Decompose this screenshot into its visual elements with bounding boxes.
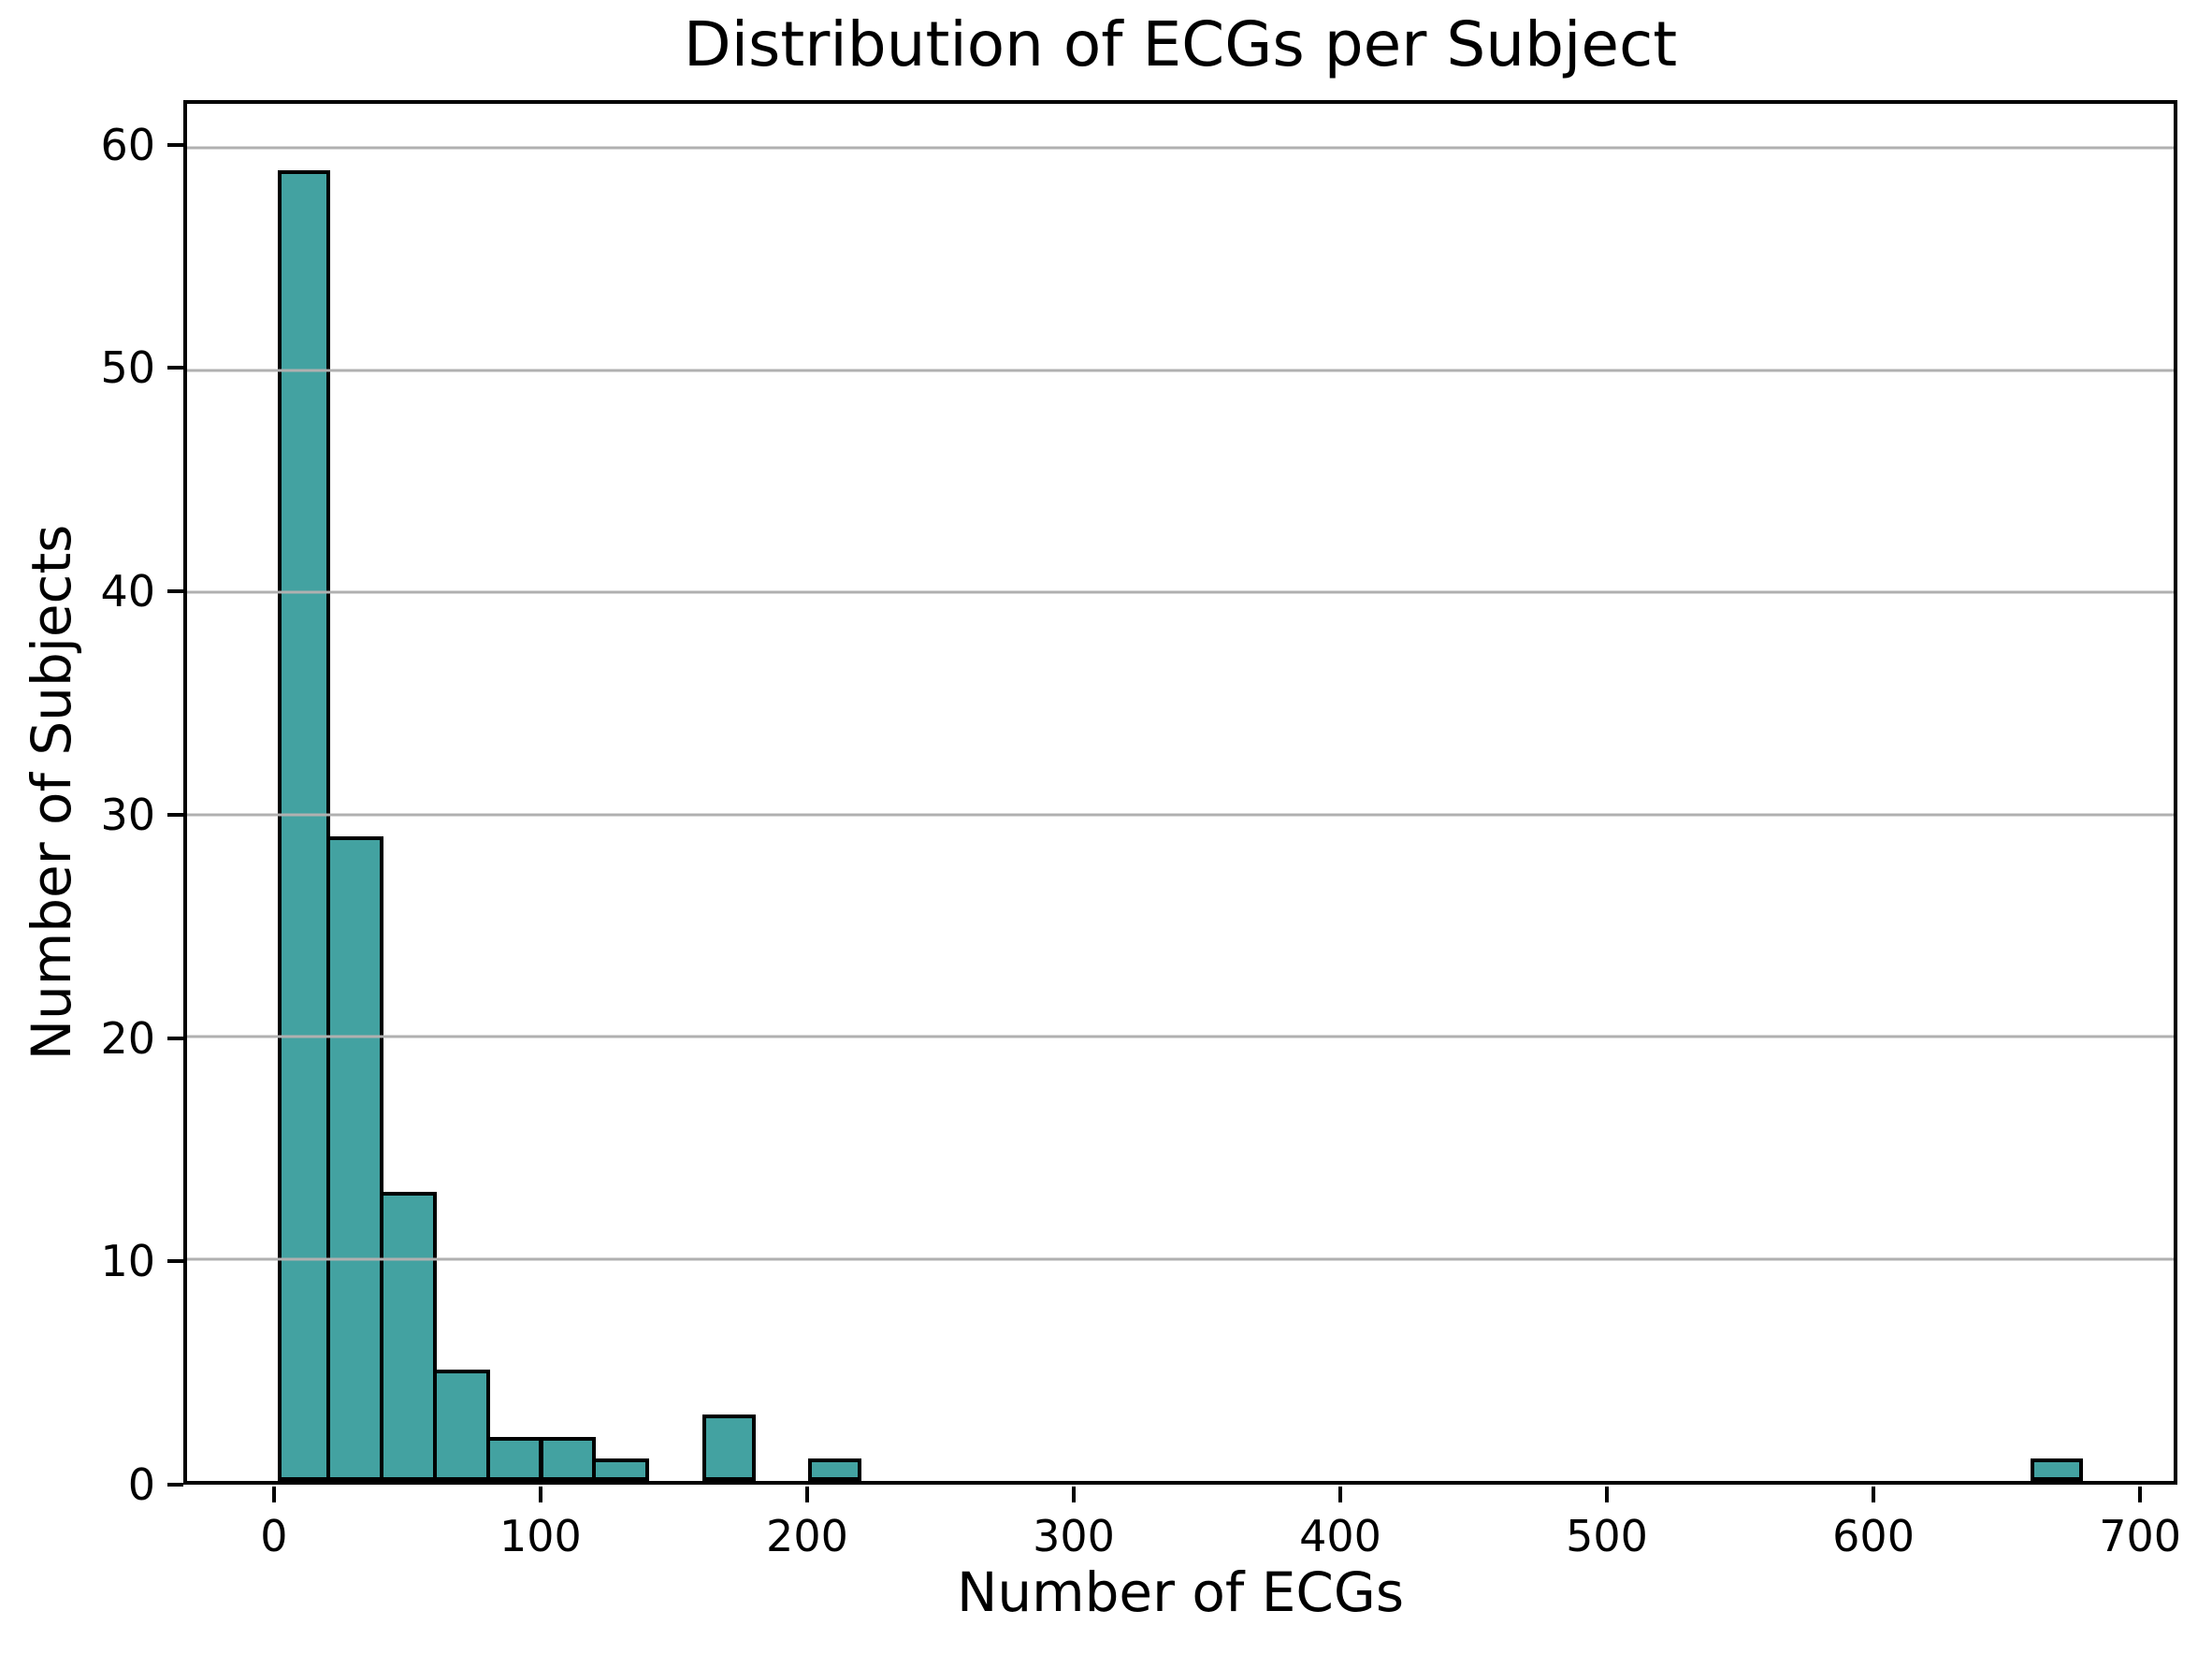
x-tick-mark	[538, 1487, 542, 1502]
histogram-bar	[2030, 1458, 2084, 1481]
x-tick-label: 400	[1299, 1511, 1381, 1561]
y-tick-mark	[167, 1259, 183, 1264]
y-gridline	[187, 369, 2174, 372]
histogram-bar	[808, 1458, 862, 1481]
x-tick-label: 700	[2099, 1511, 2181, 1561]
y-tick-mark	[167, 142, 183, 147]
histogram-bar	[326, 836, 384, 1481]
histogram-bar	[380, 1192, 437, 1481]
y-tick-label: 10	[100, 1236, 155, 1287]
y-tick-mark	[167, 1483, 183, 1487]
y-gridline	[187, 1035, 2174, 1038]
x-tick-label: 500	[1566, 1511, 1648, 1561]
histogram-bar	[432, 1370, 490, 1481]
y-tick-label: 0	[127, 1459, 155, 1510]
y-tick-label: 40	[100, 566, 155, 617]
y-gridline	[187, 590, 2174, 594]
histogram-bar	[701, 1414, 756, 1481]
y-axis-label: Number of Subjects	[20, 524, 83, 1061]
x-tick-mark	[271, 1487, 276, 1502]
x-tick-label: 200	[766, 1511, 848, 1561]
x-tick-label: 0	[260, 1511, 288, 1561]
x-tick-mark	[1872, 1487, 1876, 1502]
histogram-bar	[277, 170, 331, 1481]
chart-title: Distribution of ECGs per Subject	[683, 8, 1678, 80]
y-gridline	[187, 813, 2174, 817]
x-tick-label: 300	[1033, 1511, 1115, 1561]
y-tick-mark	[167, 366, 183, 370]
x-tick-mark	[1338, 1487, 1343, 1502]
histogram-bar	[592, 1458, 650, 1481]
x-tick-label: 600	[1832, 1511, 1915, 1561]
y-tick-label: 20	[100, 1012, 155, 1064]
y-tick-label: 50	[100, 342, 155, 394]
y-tick-label: 60	[100, 119, 155, 170]
plot-area	[183, 100, 2177, 1485]
histogram-bar	[485, 1436, 543, 1481]
x-tick-mark	[1605, 1487, 1610, 1502]
x-tick-mark	[2138, 1487, 2143, 1502]
x-tick-label: 100	[499, 1511, 582, 1561]
y-tick-mark	[167, 1036, 183, 1040]
y-tick-label: 30	[100, 789, 155, 840]
histogram-bar	[539, 1436, 597, 1481]
x-axis-label: Number of ECGs	[956, 1560, 1405, 1624]
y-axis-ticks: 0 10 20 30 40 50 60	[0, 100, 183, 1506]
y-tick-mark	[167, 812, 183, 817]
y-tick-mark	[167, 589, 183, 594]
x-axis-ticks: 0 100 200 300 400 500 600 700	[183, 1487, 2181, 1589]
x-tick-mark	[804, 1487, 809, 1502]
y-gridline	[187, 1257, 2174, 1261]
y-gridline	[187, 146, 2174, 150]
x-tick-mark	[1071, 1487, 1076, 1502]
